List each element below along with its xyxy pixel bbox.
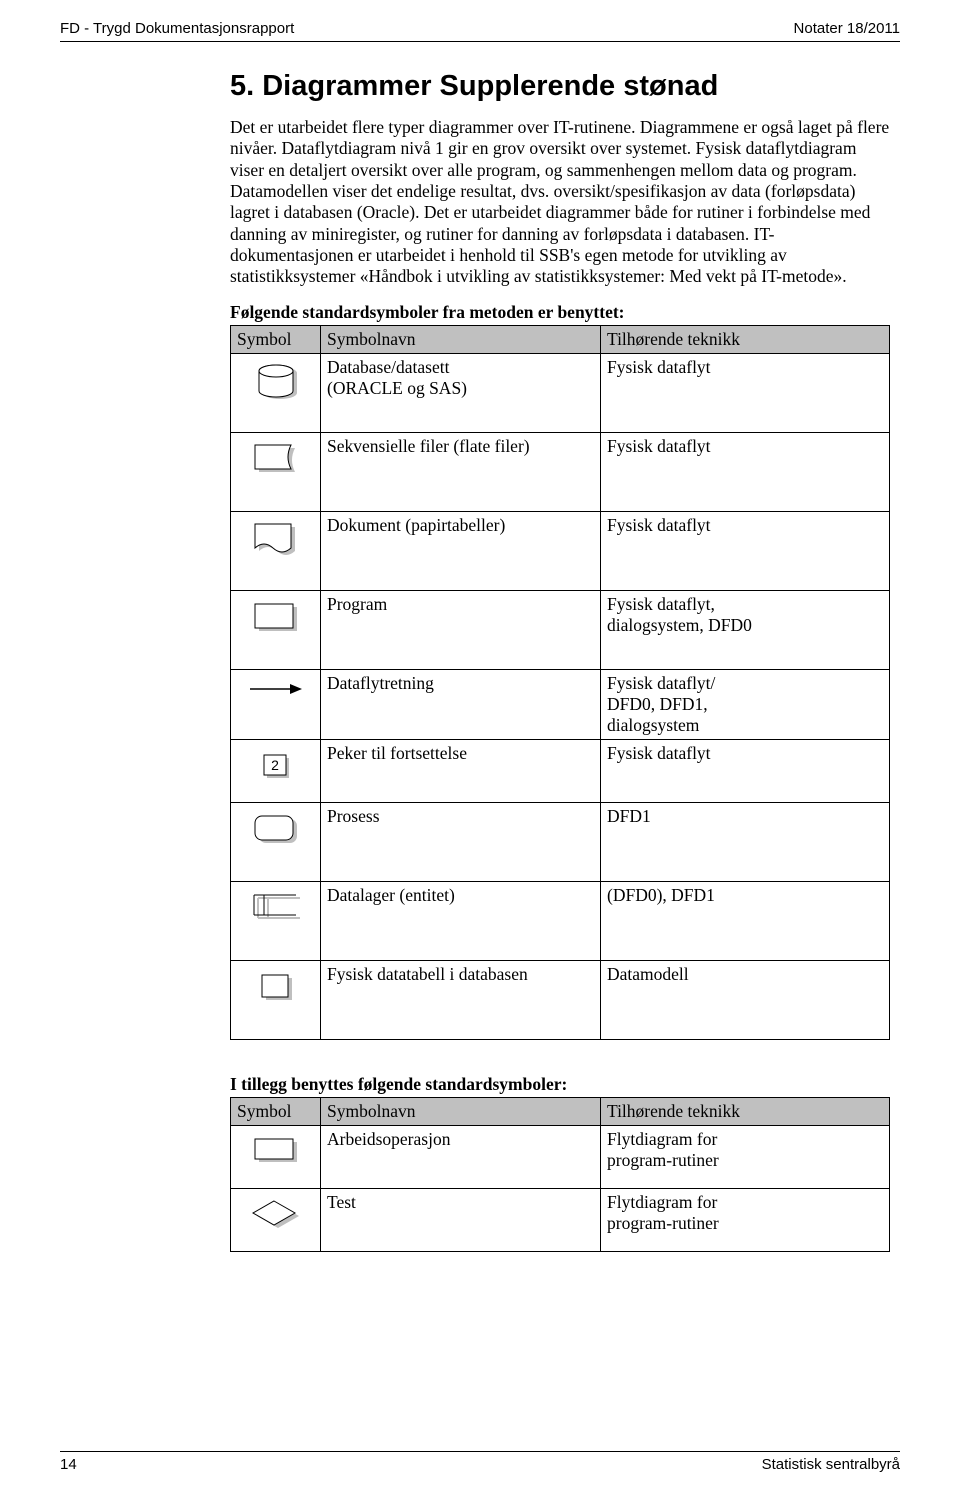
table-row: Dataflytretning Fysisk dataflyt/ DFD0, D… [231,669,890,739]
symbol-tech: Fysisk dataflyt [601,739,890,802]
table-row: Prosess DFD1 [231,802,890,881]
decision-icon [249,1198,303,1234]
process-icon [249,812,303,848]
page: FD - Trygd Dokumentasjonsrapport Notater… [0,0,960,1495]
symbol-cell [231,669,321,739]
symbol-cell [231,1188,321,1251]
symbol-table-2: Symbol Symbolnavn Tilhørende teknikk Arb… [230,1097,890,1252]
symbol-cell: 2 [231,739,321,802]
page-footer: 14 Statistisk sentralbyrå [60,1451,900,1473]
th-tech: Tilhørende teknikk [601,325,890,353]
arrow-icon [246,679,306,699]
operation-icon [249,1135,303,1167]
th-symbol: Symbol [231,1097,321,1125]
page-header: FD - Trygd Dokumentasjonsrapport Notater… [60,20,900,37]
program-icon [249,600,303,636]
symbol-name: Peker til fortsettelse [321,739,601,802]
symbol-tech: Fysisk dataflyt, dialogsystem, DFD0 [601,590,890,669]
symbol-cell [231,590,321,669]
symbol-cell [231,881,321,960]
section-title: 5. Diagrammer Supplerende stønad [230,70,890,103]
footer-right: Statistisk sentralbyrå [762,1456,900,1473]
header-rule [60,41,900,42]
datastore-icon [248,891,304,923]
table-header-row: Symbol Symbolnavn Tilhørende teknikk [231,1097,890,1125]
document-icon [249,521,303,563]
spacer [230,1040,890,1074]
th-name: Symbolnavn [321,1097,601,1125]
header-right: Notater 18/2011 [794,20,900,37]
table-row: Fysisk datatabell i databasen Datamodell [231,960,890,1039]
symbol-name: Database/datasett (ORACLE og SAS) [321,353,601,432]
table-row: Program Fysisk dataflyt, dialogsystem, D… [231,590,890,669]
symbol-name: Test [321,1188,601,1251]
footer-left: 14 [60,1456,77,1473]
symbol-cell [231,1125,321,1188]
content-area: 5. Diagrammer Supplerende stønad Det er … [230,70,890,1252]
symbol-name: Datalager (entitet) [321,881,601,960]
symbol-tech: Fysisk dataflyt [601,432,890,511]
connector-icon: 2 [256,749,296,783]
table-row: Sekvensielle filer (flate filer) Fysisk … [231,432,890,511]
symbol-name: Dokument (papirtabeller) [321,511,601,590]
table-row: Test Flytdiagram for program-rutiner [231,1188,890,1251]
table2-caption: I tillegg benyttes følgende standardsymb… [230,1074,890,1095]
symbol-name: Arbeidsoperasjon [321,1125,601,1188]
table-row: Datalager (entitet) (DFD0), DFD1 [231,881,890,960]
symbol-name: Sekvensielle filer (flate filer) [321,432,601,511]
symbol-tech: Fysisk dataflyt [601,511,890,590]
table-row: 2 Peker til fortsettelse Fysisk dataflyt [231,739,890,802]
table1-caption: Følgende standardsymboler fra metoden er… [230,302,890,323]
th-tech: Tilhørende teknikk [601,1097,890,1125]
connector-label: 2 [271,757,279,773]
table-row: Arbeidsoperasjon Flytdiagram for program… [231,1125,890,1188]
symbol-tech: Fysisk dataflyt/ DFD0, DFD1, dialogsyste… [601,669,890,739]
table-row: Dokument (papirtabeller) Fysisk dataflyt [231,511,890,590]
symbol-tech: DFD1 [601,802,890,881]
symbol-name: Fysisk datatabell i databasen [321,960,601,1039]
database-icon [251,363,301,405]
symbol-cell [231,432,321,511]
section-paragraph: Det er utarbeidet flere typer diagrammer… [230,117,890,288]
th-symbol: Symbol [231,325,321,353]
symbol-tech: Flytdiagram for program-rutiner [601,1125,890,1188]
symbol-cell [231,960,321,1039]
symbol-tech: (DFD0), DFD1 [601,881,890,960]
symbol-cell [231,511,321,590]
symbol-cell [231,353,321,432]
symbol-name: Dataflytretning [321,669,601,739]
symbol-tech: Datamodell [601,960,890,1039]
table-row: Database/datasett (ORACLE og SAS) Fysisk… [231,353,890,432]
symbol-table-1: Symbol Symbolnavn Tilhørende teknikk Dat… [230,325,890,1040]
th-name: Symbolnavn [321,325,601,353]
symbol-name: Prosess [321,802,601,881]
symbol-name: Program [321,590,601,669]
header-left: FD - Trygd Dokumentasjonsrapport [60,20,294,37]
symbol-tech: Fysisk dataflyt [601,353,890,432]
table-header-row: Symbol Symbolnavn Tilhørende teknikk [231,325,890,353]
symbol-cell [231,802,321,881]
datatable-icon [254,970,298,1004]
symbol-tech: Flytdiagram for program-rutiner [601,1188,890,1251]
flatfile-icon [249,442,303,480]
